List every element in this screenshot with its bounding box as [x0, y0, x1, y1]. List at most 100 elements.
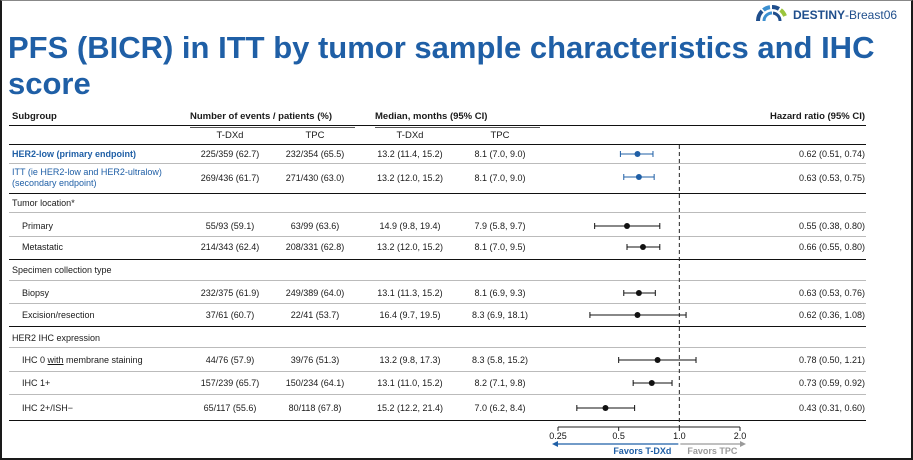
hazard-ratio-point: [639, 244, 646, 250]
cell-tpc-events: 22/41 (53.7): [290, 310, 340, 320]
row-label-ihc2: IHC 2+/ISH−: [22, 403, 74, 413]
cell-hazard-ratio: 0.73 (0.59, 0.92): [798, 378, 865, 388]
favors-right-arrowhead: [740, 441, 746, 447]
header-subgroup: Subgroup: [12, 111, 57, 122]
row-label-metastatic: Metastatic: [22, 242, 64, 252]
median-underline: [375, 127, 540, 128]
hazard-ratio-point: [654, 357, 661, 363]
x-tick-label: 0.5: [612, 431, 625, 441]
cell-hazard-ratio: 0.78 (0.50, 1.21): [798, 355, 865, 365]
row-divider: [9, 236, 866, 237]
cell-tpc-events: 63/99 (63.6): [290, 221, 340, 231]
row-label-her2-low: HER2-low (primary endpoint): [12, 149, 137, 159]
x-tick-label: 2.0: [734, 431, 747, 441]
row-label-biopsy: Biopsy: [22, 288, 50, 298]
cell-tpc-events: 39/76 (51.3): [290, 355, 340, 365]
hazard-ratio-point: [648, 380, 655, 386]
cell-tdxd-events: 214/343 (62.4): [200, 242, 260, 252]
cell-hazard-ratio: 0.55 (0.38, 0.80): [798, 221, 865, 231]
cell-tpc-median: 8.3 (6.9, 18.1): [471, 310, 529, 320]
header-median: Median, months (95% CI): [375, 111, 488, 122]
cell-tpc-median: 8.1 (7.0, 9.5): [474, 242, 526, 252]
row-label-itt-secondary: (secondary endpoint): [12, 178, 97, 188]
hazard-ratio-point: [602, 405, 609, 411]
cell-hazard-ratio: 0.66 (0.55, 0.80): [798, 242, 865, 252]
section-rule: [9, 259, 866, 260]
cell-tdxd-median: 13.1 (11.0, 15.2): [377, 378, 443, 388]
cell-tdxd-events: 65/117 (55.6): [203, 403, 257, 413]
header-rule-top: [9, 125, 866, 126]
hazard-ratio-point: [635, 174, 642, 180]
favors-left-label: Favors T-DXd: [613, 446, 671, 456]
cell-tpc-events: 249/389 (64.0): [285, 288, 345, 298]
hazard-ratio-point: [635, 290, 642, 296]
section-rule: [9, 326, 866, 327]
cell-tdxd-median: 14.9 (9.8, 19.4): [379, 221, 441, 231]
cell-hazard-ratio: 0.63 (0.53, 0.76): [798, 288, 865, 298]
section-label-specimen: Specimen collection type: [12, 265, 112, 275]
header-hazard-ratio: Hazard ratio (95% CI): [769, 111, 865, 122]
favors-right-label: Favors TPC: [687, 446, 738, 456]
cell-tpc-events: 150/234 (64.1): [285, 378, 345, 388]
cell-tdxd-events: 37/61 (60.7): [205, 310, 255, 320]
cell-tdxd-events: 225/359 (62.7): [200, 149, 260, 159]
cell-tdxd-events: 44/76 (57.9): [205, 355, 255, 365]
cell-tpc-median: 8.1 (6.9, 9.3): [474, 288, 526, 298]
row-label-excision: Excision/resection: [22, 310, 95, 320]
cell-hazard-ratio: 0.63 (0.53, 0.75): [798, 173, 865, 183]
cell-tpc-events: 208/331 (62.8): [285, 242, 345, 252]
cell-hazard-ratio: 0.43 (0.31, 0.60): [798, 403, 865, 413]
row-divider: [9, 394, 866, 395]
logo-text: DESTINY-Breast06: [793, 8, 898, 22]
hazard-ratio-point: [634, 312, 641, 318]
row-divider: [9, 212, 866, 213]
subheader-tpc-median: TPC: [490, 130, 510, 141]
page-title: PFS (BICR) in ITT by tumor sample charac…: [8, 30, 875, 101]
section-label-ihc: HER2 IHC expression: [12, 333, 101, 343]
row-divider: [9, 163, 866, 164]
subheader-tdxd-events: T-DXd: [216, 130, 244, 141]
subheader-tdxd-median: T-DXd: [396, 130, 424, 141]
cell-tdxd-median: 16.4 (9.7, 19.5): [379, 310, 441, 320]
cell-tpc-median: 8.3 (5.8, 15.2): [471, 355, 529, 365]
events-underline: [190, 127, 355, 128]
destiny-logo-icon: [756, 5, 787, 22]
cell-tdxd-median: 13.1 (11.3, 15.2): [377, 288, 443, 298]
cell-tdxd-events: 157/239 (65.7): [200, 378, 260, 388]
x-tick-label: 0.25: [549, 431, 567, 441]
cell-tpc-events: 232/354 (65.5): [285, 149, 345, 159]
cell-tdxd-events: 269/436 (61.7): [200, 173, 260, 183]
cell-tpc-events: 271/430 (63.0): [285, 173, 345, 183]
row-divider: [9, 280, 866, 281]
subheader-tpc-events: TPC: [305, 130, 325, 141]
cell-tpc-median: 8.2 (7.1, 9.8): [474, 378, 526, 388]
row-label-ihc1: IHC 1+: [22, 378, 51, 388]
cell-tpc-events: 80/118 (67.8): [288, 403, 342, 413]
row-label-primary: Primary: [22, 221, 53, 231]
row-label-ihc0: IHC 0 with membrane staining: [22, 355, 143, 365]
cell-tpc-median: 8.1 (7.0, 9.0): [474, 149, 526, 159]
cell-tdxd-median: 13.2 (12.0, 15.2): [376, 242, 444, 252]
cell-tdxd-median: 13.2 (9.8, 17.3): [379, 355, 441, 365]
row-divider: [9, 347, 866, 348]
footnote: [4, 452, 884, 458]
cell-tdxd-events: 232/375 (61.9): [200, 288, 260, 298]
cell-tdxd-median: 15.2 (12.2, 21.4): [376, 403, 444, 413]
hazard-ratio-point: [624, 223, 631, 229]
section-label-tumor-location: Tumor location*: [12, 198, 75, 208]
cell-tdxd-median: 13.2 (12.0, 15.2): [376, 173, 444, 183]
header-events: Number of events / patients (%): [190, 111, 332, 122]
section-rule: [9, 193, 866, 194]
cell-hazard-ratio: 0.62 (0.51, 0.74): [798, 149, 865, 159]
hazard-ratio-point: [634, 151, 641, 157]
x-tick-label: 1.0: [673, 431, 686, 441]
row-label-itt: ITT (ie HER2-low and HER2-ultralow): [12, 167, 162, 177]
cell-tpc-median: 8.1 (7.0, 9.0): [474, 173, 526, 183]
cell-tpc-median: 7.9 (5.8, 9.7): [474, 221, 526, 231]
cell-tdxd-median: 13.2 (11.4, 15.2): [377, 149, 443, 159]
cell-hazard-ratio: 0.62 (0.36, 1.08): [798, 310, 865, 320]
table-bottom-rule: [9, 420, 866, 421]
cell-tdxd-events: 55/93 (59.1): [205, 221, 255, 231]
